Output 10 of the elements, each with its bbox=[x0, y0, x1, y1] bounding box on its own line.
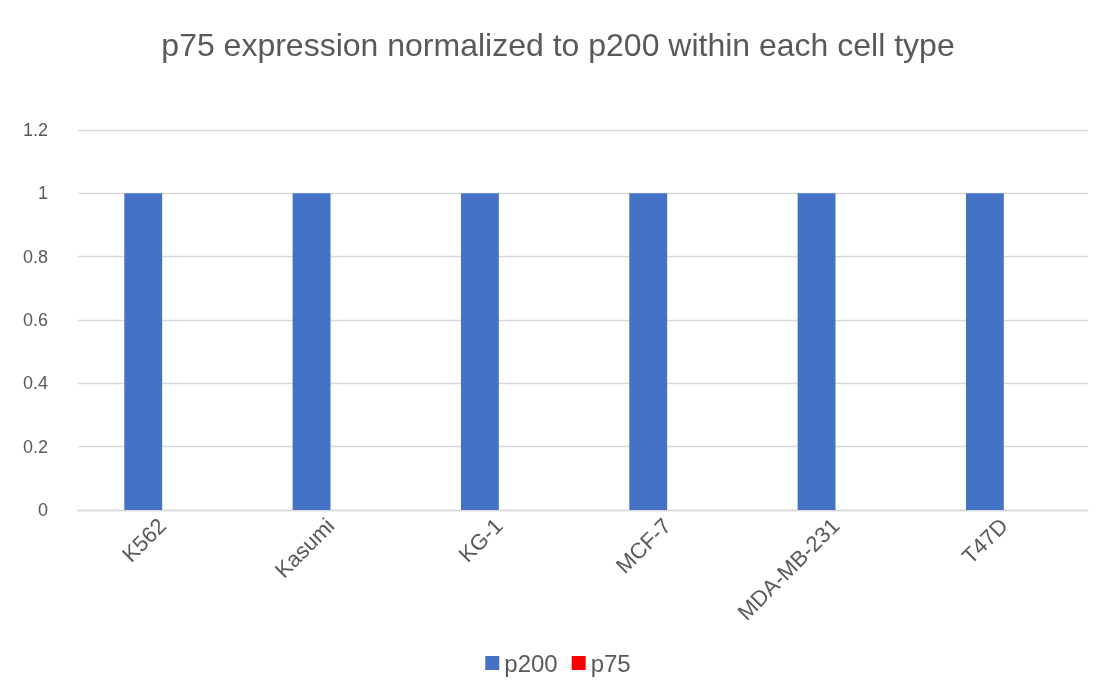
legend-label: p200 bbox=[504, 649, 558, 677]
y-tick-label: 0 bbox=[37, 500, 48, 520]
y-tick-label: 0.2 bbox=[22, 436, 48, 457]
y-tick-label: 0.8 bbox=[22, 246, 48, 267]
legend-label: p75 bbox=[590, 649, 631, 677]
y-tick-label: 1.2 bbox=[22, 120, 48, 140]
y-tick-label: 1 bbox=[37, 183, 48, 204]
y-tick-label: 0.4 bbox=[22, 373, 48, 394]
y-tick-label: 0.6 bbox=[22, 310, 48, 330]
chart-title: p75 expression normalized to p200 within each cell type bbox=[161, 27, 955, 63]
